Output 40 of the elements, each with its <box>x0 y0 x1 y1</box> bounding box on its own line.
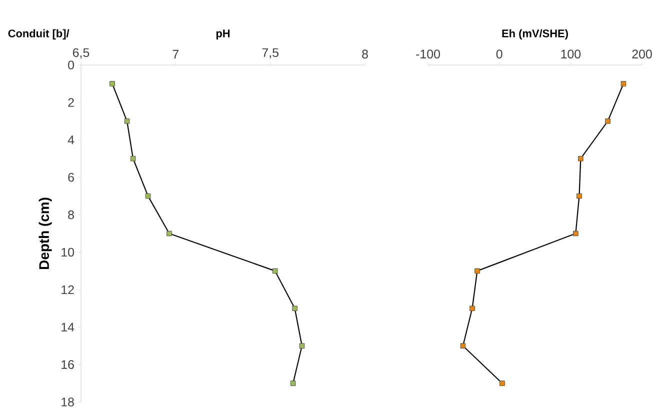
x-tick-label: 100 <box>561 50 581 58</box>
x-tick-label: -100 <box>416 50 440 58</box>
point <box>460 343 466 348</box>
point <box>145 193 151 199</box>
point <box>474 268 480 274</box>
y-tick-label: 18 <box>62 398 74 406</box>
point <box>605 118 610 124</box>
y-tick-label: 2 <box>68 98 74 107</box>
point <box>470 306 475 312</box>
point <box>573 230 578 236</box>
x-tick-label: 7 <box>172 50 179 58</box>
y-tick-label: 8 <box>68 210 74 220</box>
y-tick-label: 0 <box>68 60 74 70</box>
x-tick-label: 8 <box>362 50 368 58</box>
point <box>290 380 296 386</box>
y-tick-label: 6 <box>68 172 74 182</box>
y-tick-label: 16 <box>62 360 74 369</box>
y-tick-label: 12 <box>62 285 74 294</box>
point <box>620 81 626 86</box>
point <box>576 193 582 199</box>
y-tick-label: 4 <box>68 136 74 144</box>
point <box>500 380 505 386</box>
point <box>130 156 136 162</box>
x-axis-title: Eh (mV/SHE) <box>502 29 568 40</box>
point <box>110 81 115 86</box>
y-tick-label: 14 <box>62 322 74 332</box>
point <box>292 306 298 312</box>
point <box>299 343 305 348</box>
point <box>272 268 278 274</box>
point <box>578 156 584 162</box>
point <box>166 230 172 236</box>
text: Conduit [b]/ <box>8 29 70 40</box>
point <box>124 118 130 124</box>
x-tick-label: 200 <box>632 50 652 58</box>
x-tick-label: 7,5 <box>262 48 278 58</box>
x-tick-label: 6,5 <box>72 48 90 58</box>
x-tick-label: 0 <box>496 50 502 58</box>
y-axis-title: Depth (cm) <box>38 198 52 269</box>
x-axis-title: pH <box>216 30 230 40</box>
y-tick-label: 10 <box>62 248 74 257</box>
